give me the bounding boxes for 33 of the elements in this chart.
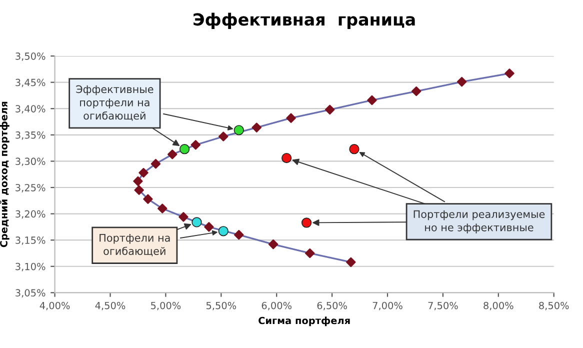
point xyxy=(192,217,202,228)
y-tick-label: 3,40% xyxy=(16,105,46,114)
y-tick-label: 3,45% xyxy=(16,78,46,88)
y-tick-label: 3,10% xyxy=(16,262,46,272)
x-tick-label: 5,00% xyxy=(151,302,181,310)
x-tick-label: 7,00% xyxy=(372,302,402,310)
x-tick-label: 8,00% xyxy=(484,302,514,310)
annotation: Портфели на огибающей xyxy=(100,234,170,256)
y-tick-label: 3,15% xyxy=(16,236,46,245)
y-tick-label: 3,30% xyxy=(16,158,46,166)
x-tick-label: 4,50% xyxy=(95,302,126,310)
y-tick-label: 3,20% xyxy=(16,210,46,219)
annotation: Портфели реализуемые но не эффективные xyxy=(414,210,545,234)
point xyxy=(234,125,244,136)
x-tick-label: 4,00% xyxy=(40,302,70,310)
y-tick-label: 3,50% xyxy=(16,52,46,61)
y-axis-title: Средний доход портфеля xyxy=(0,102,10,248)
point xyxy=(282,152,292,164)
point xyxy=(349,144,360,154)
point xyxy=(179,144,190,154)
annotation: Эффективные портфели на огибающей xyxy=(76,85,154,121)
x-tick-label: 5,50% xyxy=(206,302,236,310)
y-tick-label: 3,35% xyxy=(16,131,46,140)
y-tick-label: 3,05% xyxy=(16,289,46,298)
y-tick-label: 3,25% xyxy=(16,184,46,192)
point xyxy=(301,218,312,228)
x-tick-label: 8,50% xyxy=(539,302,569,310)
point xyxy=(218,226,228,236)
chart-title: Эффективная граница xyxy=(194,12,415,29)
x-tick-label: 7,50% xyxy=(428,302,458,310)
x-tick-label: 6,00% xyxy=(262,302,292,310)
x-tick-label: 6,50% xyxy=(317,302,347,310)
x-axis-title: Сигма портфеля xyxy=(258,316,350,326)
